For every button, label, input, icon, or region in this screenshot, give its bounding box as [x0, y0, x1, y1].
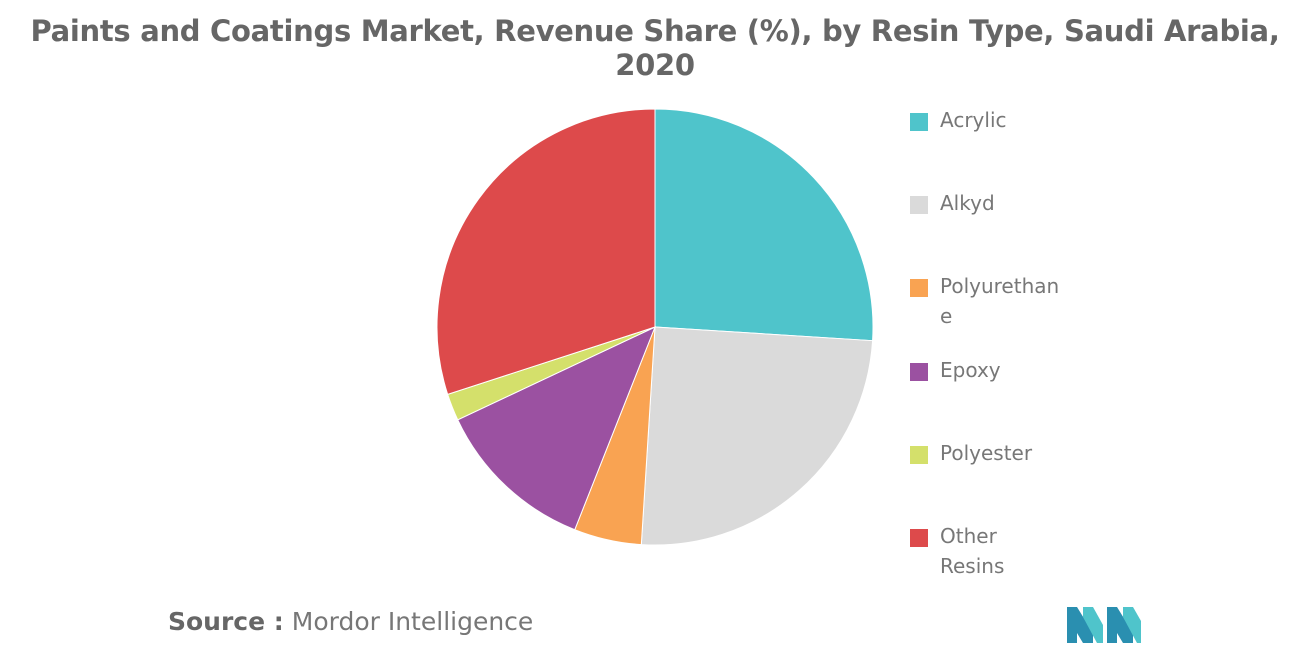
legend-label-epoxy: Epoxy — [940, 358, 1001, 382]
legend-label-other-resins: Other Resins — [940, 524, 1005, 578]
pie-slice-alkyd — [640, 326, 874, 546]
legend-item-polyurethane: Polyurethane — [910, 271, 1080, 331]
mordor-intelligence-logo — [1067, 607, 1141, 643]
legend-item-alkyd: Alkyd — [910, 188, 1080, 218]
legend-item-epoxy: Epoxy — [910, 355, 1080, 385]
legend-label-acrylic: Acrylic — [940, 108, 1007, 132]
legend-swatch-epoxy — [910, 363, 928, 381]
legend-label-polyester: Polyester — [940, 441, 1033, 465]
legend-item-acrylic: Acrylic — [910, 105, 1080, 135]
pie-slice-acrylic — [654, 108, 874, 342]
legend-swatch-alkyd — [910, 196, 928, 214]
legend-swatch-polyester — [910, 446, 928, 464]
source-label: Source : — [168, 607, 284, 636]
legend-label-alkyd: Alkyd — [940, 191, 995, 215]
legend-swatch-other-resins — [910, 529, 928, 547]
source-note: Source : Mordor Intelligence — [168, 607, 533, 636]
source-value: Mordor Intelligence — [291, 607, 534, 636]
legend-item-polyester: Polyester — [910, 438, 1080, 468]
chart-title: Paints and Coatings Market, Revenue Shar… — [30, 14, 1280, 82]
pie-slice-epoxy — [457, 326, 656, 531]
pie-slice-other-resins — [436, 108, 656, 395]
legend-swatch-acrylic — [910, 113, 928, 131]
legend-item-other-resins: Other Resins — [910, 521, 1080, 581]
legend-swatch-polyurethane — [910, 279, 928, 297]
legend-label-polyurethane: Polyurethane — [940, 274, 1060, 328]
